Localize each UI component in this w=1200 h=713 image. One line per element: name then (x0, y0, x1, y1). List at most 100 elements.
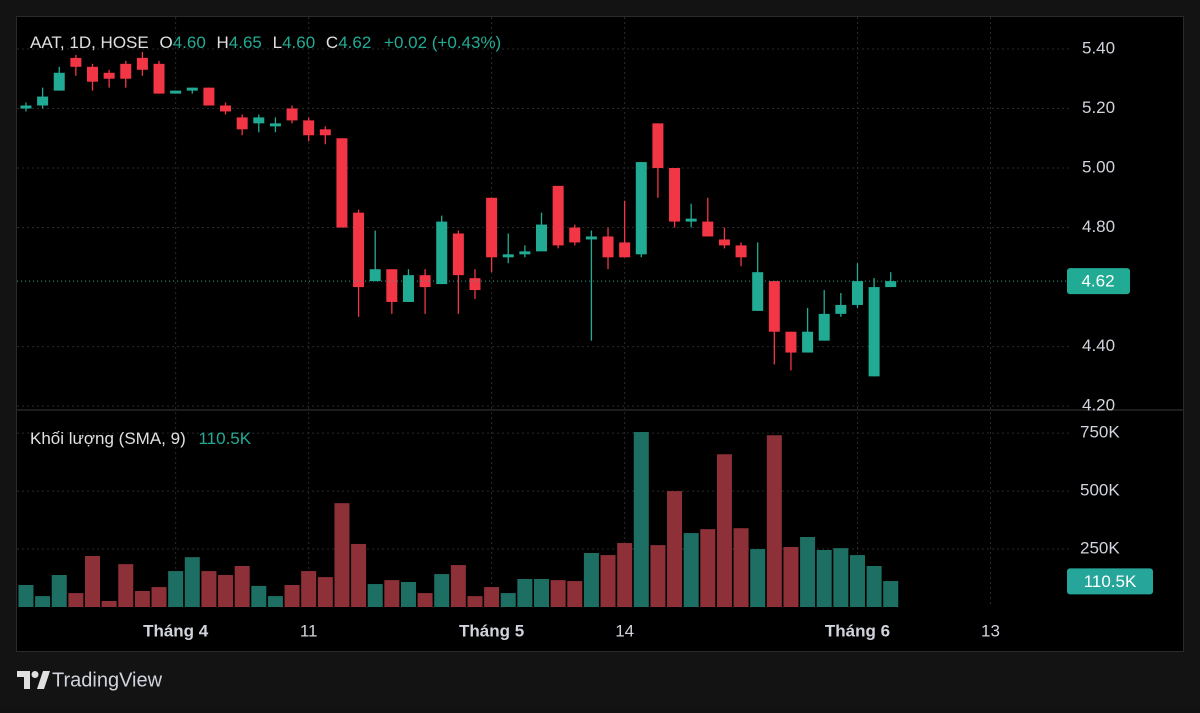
volume-bar (168, 571, 184, 607)
legend: AAT, 1D, HOSE O4.60 H4.65 L4.60 C4.62 +0… (30, 33, 501, 52)
candle-body (86, 66, 98, 82)
volume-bar (234, 565, 250, 607)
volume-bar (866, 565, 882, 607)
volume-bar (367, 584, 383, 607)
volume-bar (317, 577, 333, 607)
candle-body (53, 72, 65, 91)
y-tick-label: 4.80 (1082, 217, 1115, 236)
candle-body (785, 331, 797, 353)
volume-bar (550, 580, 566, 607)
volume-bar (816, 549, 832, 607)
y-tick-label: 4.40 (1082, 336, 1115, 355)
candle-body (835, 304, 847, 314)
candle-body (885, 281, 897, 288)
candle-body (552, 185, 564, 246)
y-tick-label: 500K (1080, 481, 1120, 500)
volume-bar (384, 580, 400, 607)
y-tick-label: 4.20 (1082, 396, 1115, 415)
candle-body (486, 197, 498, 258)
x-tick-label: 13 (981, 621, 1000, 640)
candle-body (369, 269, 381, 282)
candle-body (186, 87, 198, 91)
candle-body (669, 168, 681, 222)
sma-label: 110.5K (1084, 572, 1137, 591)
volume-bar (351, 543, 367, 607)
o-label: O (159, 33, 172, 52)
footer-brand: TradingView (52, 669, 163, 691)
volume-bar (650, 545, 666, 607)
volume-bar (484, 587, 500, 607)
candle-body (519, 251, 531, 255)
symbol: AAT, 1D, HOSE (30, 33, 149, 52)
y-tick-label: 250K (1080, 539, 1120, 558)
sma-badge (1067, 568, 1153, 595)
candle-body (436, 221, 448, 285)
volume-bar (51, 575, 67, 607)
volume-bar (534, 578, 550, 607)
volume-bar (84, 556, 100, 607)
volume-bar (600, 555, 616, 607)
volume-bar (400, 581, 416, 607)
h-value: 4.65 (229, 33, 262, 52)
volume-bar (883, 581, 899, 607)
candle-body (20, 105, 32, 109)
candle-body (635, 162, 647, 255)
candle-body (452, 233, 464, 276)
grid (17, 17, 1070, 607)
volume-bar (18, 584, 34, 607)
volume-bar (434, 574, 450, 607)
c-value: 4.62 (338, 33, 371, 52)
candle-body (386, 269, 398, 302)
volume-bar (267, 596, 283, 607)
volume-bar (284, 584, 300, 607)
candle-body (303, 120, 315, 136)
volume-bar (467, 596, 483, 607)
candle-body (851, 281, 863, 305)
candle-body (536, 224, 548, 252)
candle-body (220, 105, 232, 112)
candle-body (502, 254, 514, 258)
volume-bar (800, 537, 816, 607)
candle-body (253, 117, 265, 124)
candle-body (120, 63, 132, 79)
candle-body (752, 272, 764, 311)
last-price-label: 4.62 (1081, 272, 1114, 291)
candle-body (818, 313, 830, 341)
candle-body (203, 87, 215, 106)
candle-body (236, 117, 248, 130)
y-tick-label: 5.40 (1082, 38, 1115, 57)
volume-bar (583, 552, 599, 607)
volume-bar (683, 533, 699, 607)
candle-body (768, 281, 780, 332)
x-tick-label: 11 (300, 621, 318, 640)
volume-bar (700, 529, 716, 607)
volume-bar (35, 596, 51, 607)
h-label: H (217, 33, 229, 52)
volume-sma: 110.5K (198, 429, 251, 448)
y-tick-label: 5.20 (1082, 98, 1115, 117)
x-tick-label: 14 (615, 621, 634, 640)
marks (17, 51, 1067, 607)
candle-body (735, 245, 747, 258)
c-label: C (326, 33, 338, 52)
volume-bar (218, 575, 234, 607)
volume-bar (151, 587, 167, 607)
volume-bar (833, 548, 849, 607)
x-tick-label: Tháng 5 (459, 621, 524, 640)
candle-body (336, 138, 348, 228)
volume-bar (750, 549, 766, 607)
volume-bar (68, 593, 84, 607)
candle-body (652, 123, 664, 169)
volume-bar (184, 557, 200, 607)
volume-bar (334, 503, 350, 607)
change: +0.02 (+0.43%) (384, 33, 501, 52)
x-tick-label: Tháng 6 (825, 621, 890, 640)
last-price-badge (1067, 268, 1130, 295)
volume-bar (301, 571, 317, 607)
candle-body (286, 108, 298, 121)
candle-body (602, 236, 614, 258)
candle-body (269, 123, 281, 127)
volume-bar (733, 528, 749, 607)
candle-body (718, 239, 730, 246)
